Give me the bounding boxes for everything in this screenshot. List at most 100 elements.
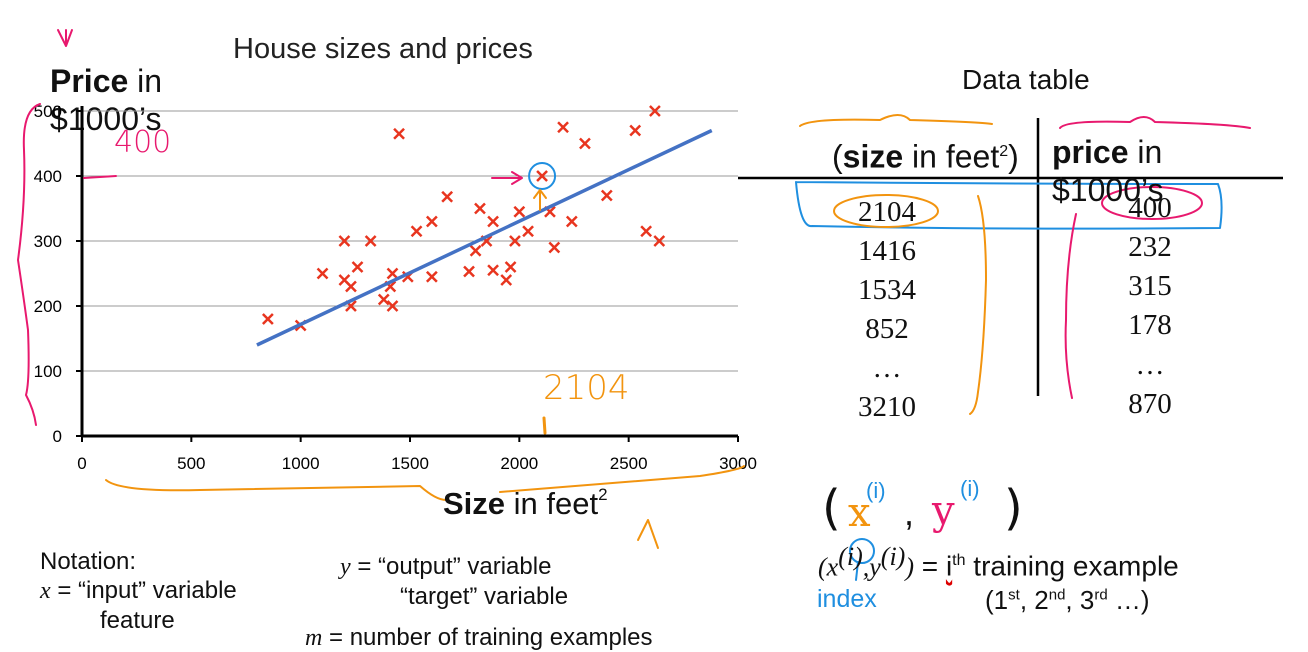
data-point — [463, 265, 475, 278]
y-axis-label: Price in $1000’s — [50, 62, 210, 138]
size-header-close: ) — [1008, 138, 1019, 175]
x-tick-label: 1000 — [282, 454, 320, 473]
data-point — [509, 235, 521, 247]
size-header-open: ( — [832, 138, 843, 175]
x-tick-label: 500 — [177, 454, 205, 473]
data-point-stroke — [425, 270, 438, 283]
handwritten-paren-close: ) — [1004, 480, 1023, 536]
x-axis-label: Size in feet2 — [443, 485, 608, 522]
x-axis-label-bold: Size — [443, 486, 506, 521]
data-point-stroke — [548, 241, 561, 254]
data-point — [364, 235, 377, 247]
data-point — [351, 261, 364, 273]
data-point-stroke — [522, 225, 534, 238]
data-point-stroke — [640, 225, 653, 238]
data-point-stroke — [579, 137, 591, 150]
data-point — [410, 225, 423, 238]
data-point — [469, 244, 482, 257]
orange-tick — [542, 416, 547, 435]
data-point-stroke — [345, 280, 357, 293]
data-point — [522, 225, 534, 238]
x-tick-label: 3000 — [719, 454, 757, 473]
data-point — [565, 215, 578, 228]
price-cell: 315 — [1128, 270, 1172, 302]
data-point-stroke — [384, 280, 397, 293]
pink-arrow-icon — [491, 171, 523, 185]
data-point — [513, 205, 526, 218]
data-point-stroke — [600, 189, 613, 202]
price-note-400: 400 — [114, 125, 172, 160]
price-column-header: price in $1000’s — [1052, 133, 1252, 209]
data-point-stroke — [386, 300, 399, 312]
size-cell: 3210 — [858, 391, 916, 423]
x-tick-label: 2500 — [610, 454, 648, 473]
ordinal-3: , 3 — [1065, 585, 1095, 615]
training-example-definition: (x(i),y(i)) = ith training example — [818, 542, 1179, 582]
pair-sup-y: (i) — [880, 542, 906, 571]
y-symbol: y — [340, 554, 351, 580]
notation-title: Notation: — [40, 548, 137, 575]
index-label: index — [817, 585, 877, 613]
price-cell: 178 — [1128, 309, 1172, 341]
pink-tick — [83, 175, 117, 179]
data-point-stroke — [338, 274, 351, 286]
ith-i: i — [945, 550, 953, 582]
chart-points — [261, 105, 666, 332]
handwritten-y-sup: (i) — [960, 476, 980, 501]
data-point — [557, 121, 569, 134]
ordinal-2: , 2 — [1019, 585, 1049, 615]
pair-equals: = — [914, 550, 946, 582]
y-tick-label: 500 — [34, 102, 62, 121]
orange-arrow-icon — [637, 519, 659, 549]
data-point — [487, 264, 499, 277]
data-point-stroke — [504, 261, 517, 273]
data-point — [441, 190, 454, 203]
size-note-2104: 2104 — [543, 368, 630, 408]
pair-mid: ,y — [862, 552, 881, 582]
data-point-stroke — [513, 205, 526, 218]
data-table-title: Data table — [962, 64, 1090, 95]
notation-y-target: “target” variable — [400, 583, 569, 610]
ordinal-open: ( — [985, 585, 994, 615]
y-tick-label: 200 — [34, 297, 62, 316]
x-tick-label: 1500 — [391, 454, 429, 473]
data-point — [653, 235, 666, 247]
regression-line — [256, 128, 713, 347]
handwritten-annotations — [17, 29, 1283, 581]
data-point-stroke — [544, 205, 556, 218]
chart-title: House sizes and prices — [233, 33, 533, 65]
handwritten-paren-open: ( — [822, 480, 841, 536]
y-tick-label: 300 — [34, 232, 62, 251]
data-point — [386, 267, 399, 280]
data-point-stroke — [629, 124, 642, 137]
ith-th: th — [952, 552, 966, 569]
data-point-stroke — [653, 235, 666, 247]
size-header-bold: size — [842, 138, 904, 175]
data-point — [393, 127, 405, 140]
data-point — [425, 215, 438, 228]
price-cell: 400 — [1128, 192, 1172, 224]
data-point-stroke — [536, 170, 548, 182]
data-point — [474, 202, 486, 215]
data-point — [640, 225, 653, 238]
data-point-stroke — [351, 261, 364, 273]
x-symbol: x — [40, 578, 51, 604]
handwritten-comma: , — [904, 492, 915, 533]
data-point — [504, 261, 517, 273]
data-point-stroke — [509, 235, 521, 247]
notation-y: y = “output” variable — [340, 553, 551, 581]
size-cell: 1416 — [858, 235, 916, 267]
data-point-stroke — [441, 190, 454, 203]
data-point-stroke — [500, 274, 513, 286]
data-point-stroke — [557, 121, 569, 134]
size-column-header: (size in feet2) — [832, 133, 1032, 176]
m-symbol: m — [305, 625, 323, 651]
data-point-stroke — [469, 244, 482, 257]
data-point — [261, 313, 274, 325]
handwritten-x-sup: (i) — [866, 478, 886, 503]
y-tick-label: 400 — [34, 167, 62, 186]
data-point-stroke — [487, 264, 499, 277]
pink-brace — [17, 103, 41, 426]
data-point-stroke — [316, 267, 329, 280]
